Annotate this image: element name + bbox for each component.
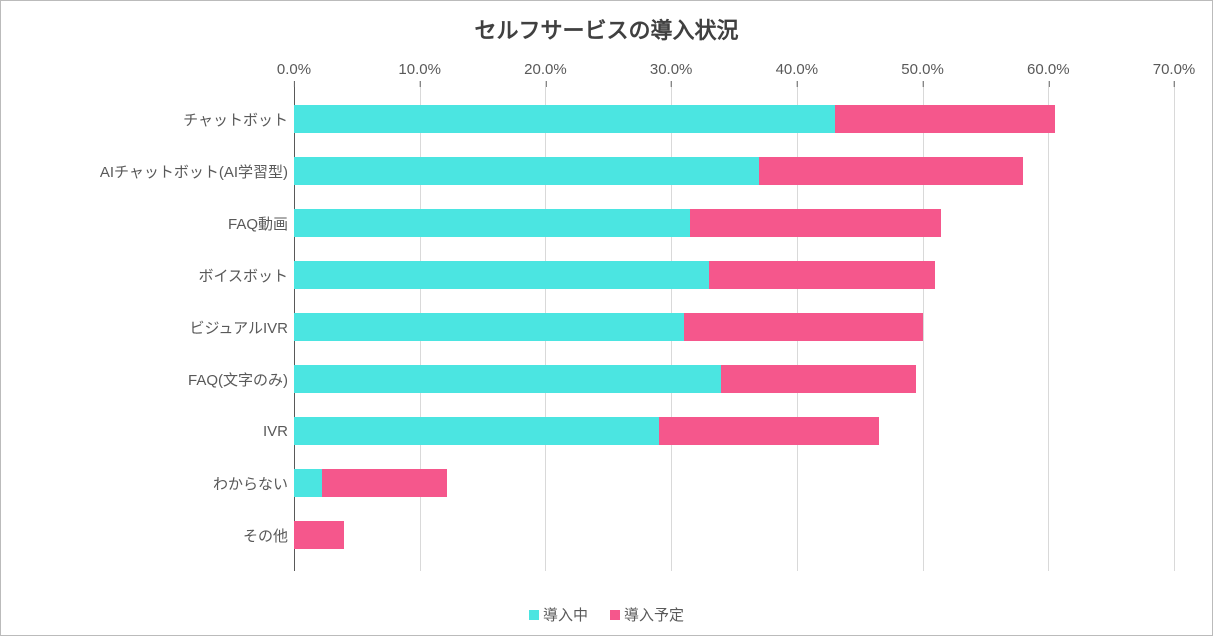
x-tick: 30.0% — [650, 61, 693, 78]
legend-swatch — [610, 610, 620, 620]
bar-segment-planned — [322, 469, 448, 497]
x-tick: 70.0% — [1153, 61, 1196, 78]
bar-track — [294, 105, 1174, 133]
bar-track — [294, 209, 1174, 237]
bar-track — [294, 521, 1174, 549]
x-tick: 20.0% — [524, 61, 567, 78]
legend-label: 導入中 — [543, 604, 588, 625]
chart-row: AIチャットボット(AI学習型) — [19, 145, 1174, 197]
x-tick: 50.0% — [901, 61, 944, 78]
bar-segment-in_use — [294, 157, 759, 185]
bar-segment-in_use — [294, 105, 835, 133]
category-label: ボイスボット — [19, 265, 294, 286]
x-tick: 10.0% — [398, 61, 441, 78]
category-label: AIチャットボット(AI学習型) — [19, 161, 294, 182]
legend-item: 導入予定 — [610, 604, 684, 625]
bar-track — [294, 469, 1174, 497]
bar-segment-planned — [690, 209, 941, 237]
bars-region: チャットボットAIチャットボット(AI学習型)FAQ動画ボイスボットビジュアルI… — [294, 87, 1174, 571]
bar-track — [294, 261, 1174, 289]
x-tick: 40.0% — [776, 61, 819, 78]
chart-row: わからない — [19, 457, 1174, 509]
legend: 導入中 導入予定 — [1, 604, 1212, 625]
bar-segment-in_use — [294, 365, 721, 393]
category-label: ビジュアルIVR — [19, 317, 294, 338]
x-tick: 0.0% — [277, 61, 311, 78]
bar-track — [294, 417, 1174, 445]
category-label: IVR — [19, 423, 294, 440]
bar-segment-in_use — [294, 209, 690, 237]
legend-swatch — [529, 610, 539, 620]
x-axis-ticks: 0.0%10.0%20.0%30.0%40.0%50.0%60.0%70.0% — [294, 61, 1174, 83]
x-tick: 60.0% — [1027, 61, 1070, 78]
bar-segment-in_use — [294, 417, 659, 445]
gridline — [1174, 87, 1175, 571]
bar-segment-planned — [759, 157, 1023, 185]
legend-item: 導入中 — [529, 604, 588, 625]
category-label: わからない — [19, 473, 294, 494]
bar-segment-planned — [294, 521, 344, 549]
bar-segment-in_use — [294, 313, 684, 341]
chart-title: セルフサービスの導入状況 — [19, 13, 1194, 45]
bar-segment-planned — [709, 261, 935, 289]
bar-track — [294, 157, 1174, 185]
bar-segment-in_use — [294, 261, 709, 289]
category-label: その他 — [19, 525, 294, 546]
chart-row: IVR — [19, 405, 1174, 457]
plot-area: 0.0%10.0%20.0%30.0%40.0%50.0%60.0%70.0% … — [19, 51, 1194, 571]
chart-row: チャットボット — [19, 93, 1174, 145]
chart-row: ボイスボット — [19, 249, 1174, 301]
chart-row: その他 — [19, 509, 1174, 561]
bar-segment-planned — [659, 417, 879, 445]
bar-segment-in_use — [294, 469, 322, 497]
bar-track — [294, 365, 1174, 393]
chart-row: ビジュアルIVR — [19, 301, 1174, 353]
chart-container: セルフサービスの導入状況 0.0% 10.0% 20.0% 30.0% 40.0% 50.… — [0, 0, 1213, 636]
chart-row: FAQ動画 — [19, 197, 1174, 249]
category-label: FAQ(文字のみ) — [19, 369, 294, 390]
legend-label: 導入予定 — [624, 604, 684, 625]
category-label: チャットボット — [19, 109, 294, 130]
bar-segment-planned — [721, 365, 916, 393]
bar-segment-planned — [684, 313, 923, 341]
bar-track — [294, 313, 1174, 341]
bar-segment-planned — [835, 105, 1055, 133]
category-label: FAQ動画 — [19, 213, 294, 234]
chart-row: FAQ(文字のみ) — [19, 353, 1174, 405]
